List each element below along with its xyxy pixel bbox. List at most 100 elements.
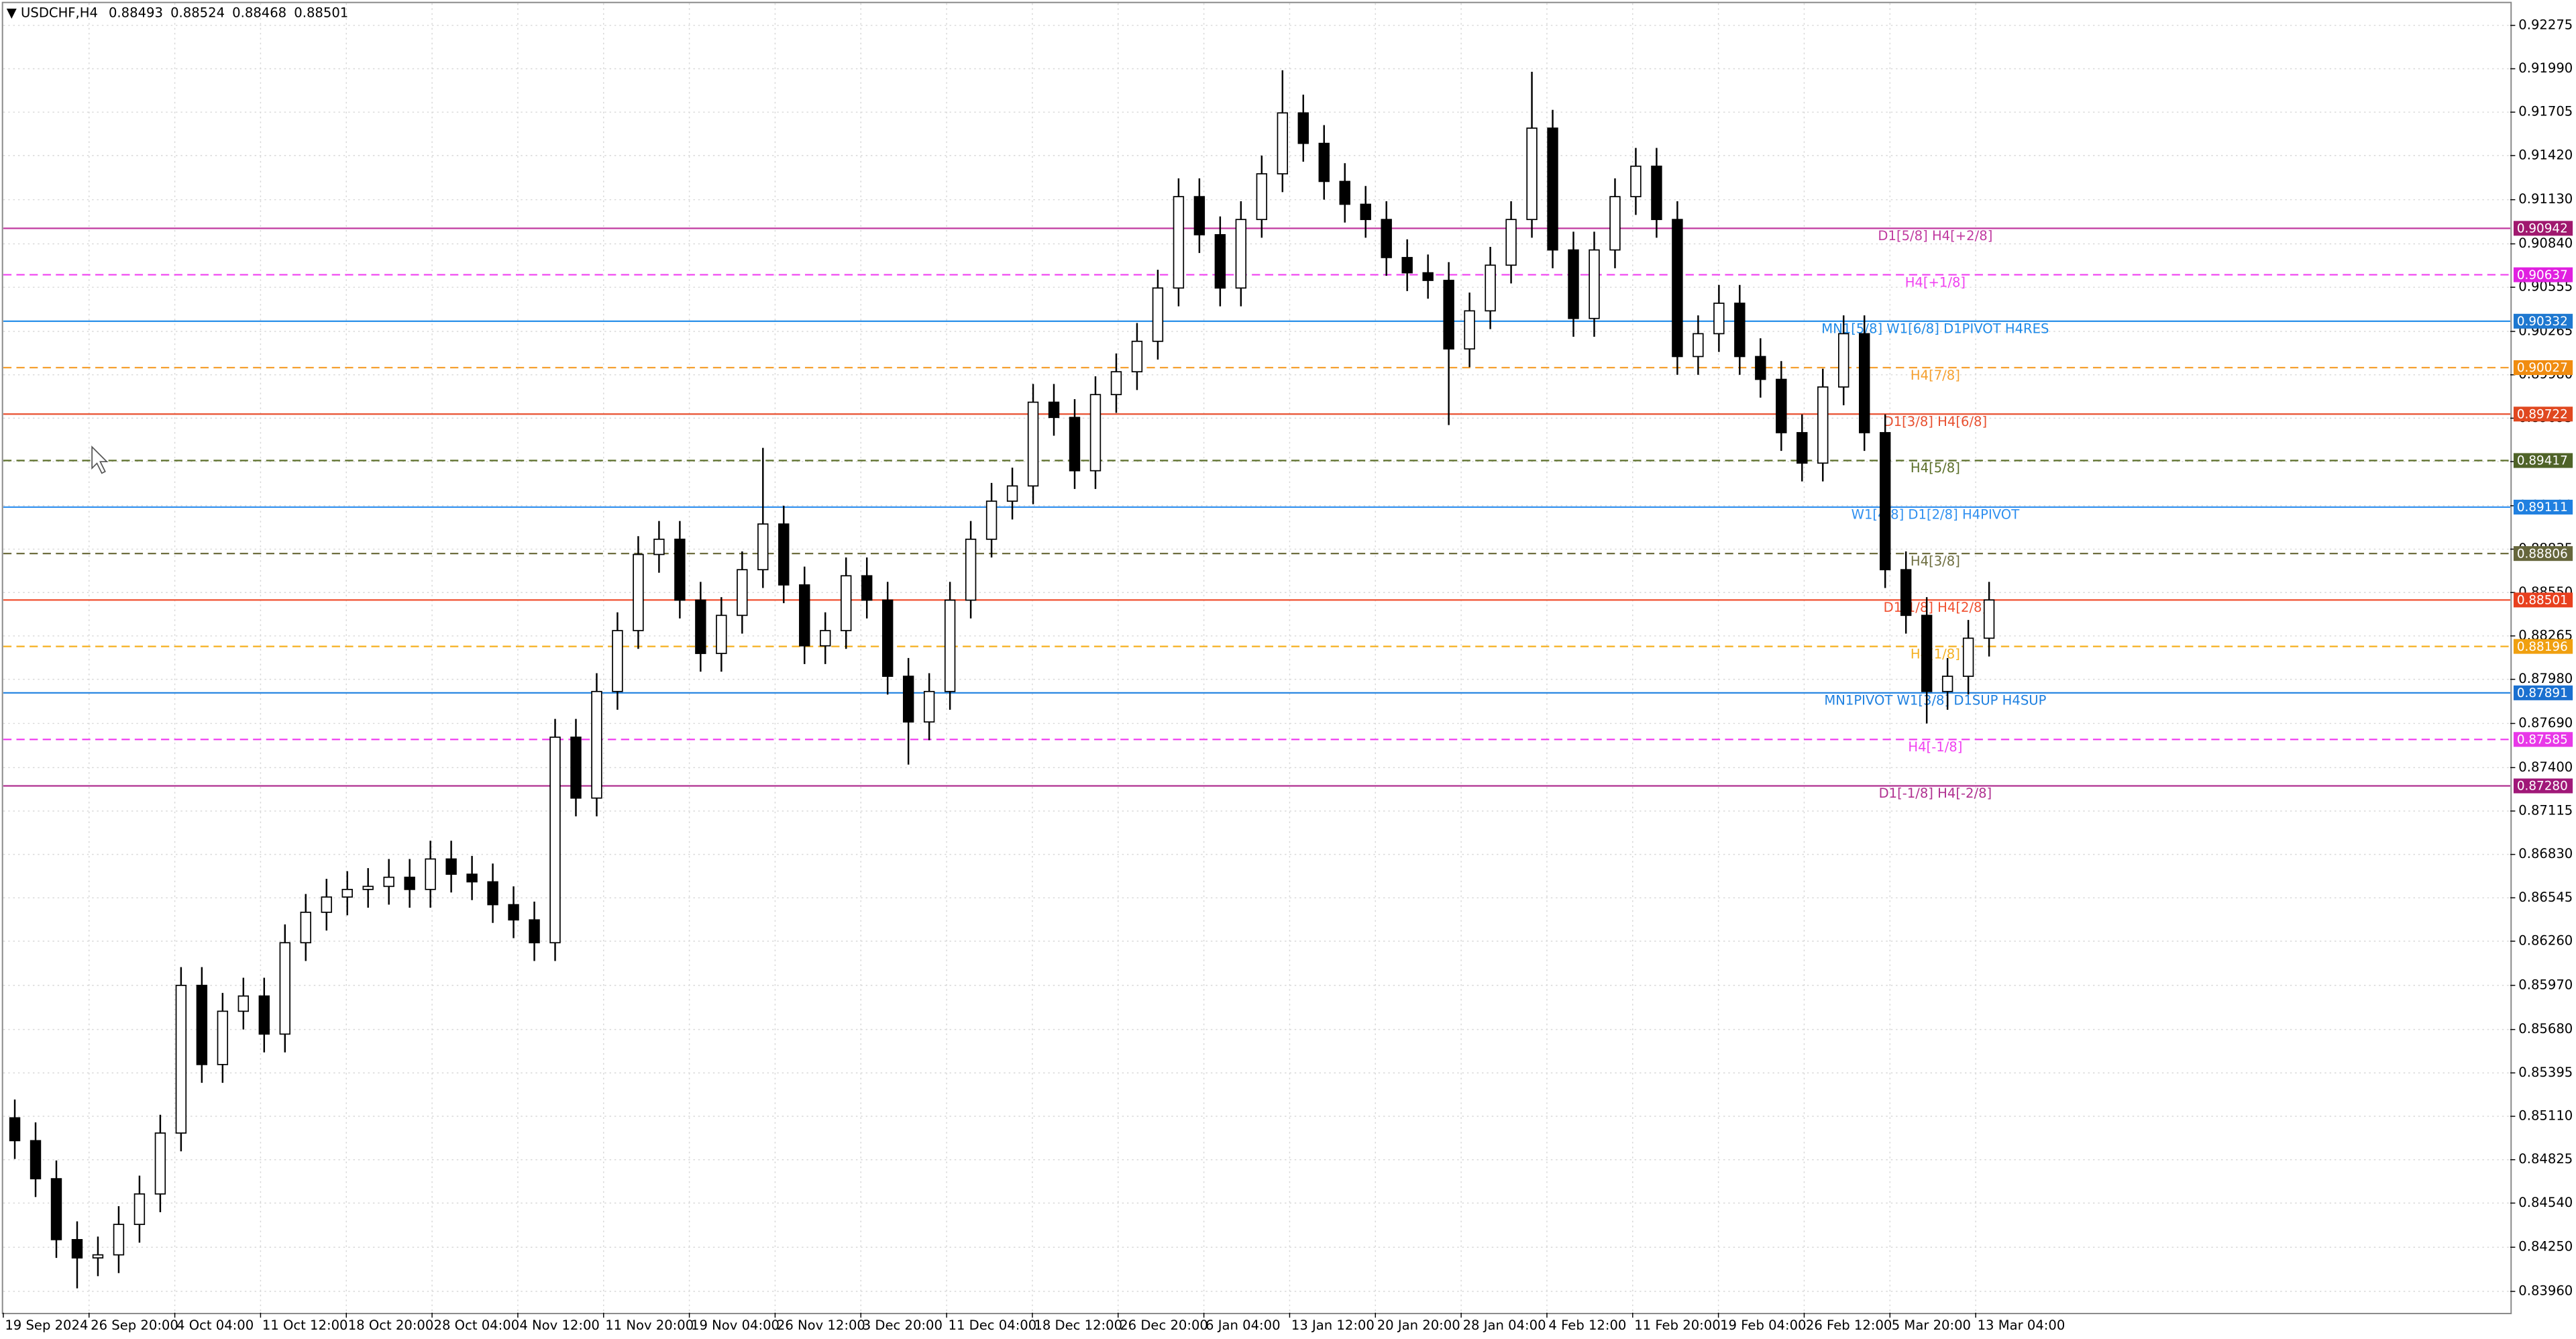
price-tag-label: 0.89111 <box>2517 500 2568 515</box>
grid <box>3 3 2511 1313</box>
level-label: H4[-1/8] <box>1908 739 1962 755</box>
price-tag-label: 0.87280 <box>2517 780 2568 794</box>
candle-body <box>50 1178 62 1240</box>
candle-body <box>1339 180 1350 205</box>
price-tag <box>2513 732 2573 747</box>
candle-body <box>778 523 790 586</box>
y-tick-label: 0.91420 <box>2518 147 2573 162</box>
y-tick-label: 0.84540 <box>2518 1195 2573 1210</box>
price-tag-label: 0.87891 <box>2517 686 2568 700</box>
x-tick-label: 11 Dec 04:00 <box>949 1318 1037 1333</box>
y-tick-label: 0.84250 <box>2518 1239 2573 1254</box>
x-tick-label: 28 Jan 04:00 <box>1463 1318 1546 1333</box>
x-tick-label: 26 Nov 12:00 <box>777 1318 865 1333</box>
y-tick-label: 0.90840 <box>2518 235 2573 251</box>
candle-body <box>881 599 894 677</box>
level-label: H4[+1/8] <box>1905 274 1966 290</box>
y-tick-label: 0.84825 <box>2518 1151 2573 1167</box>
candle-body <box>1089 394 1102 472</box>
candle-body <box>1734 303 1746 358</box>
candle-body <box>841 575 852 631</box>
candle-body <box>279 942 290 1035</box>
candle-body <box>549 737 561 944</box>
level-label: H4[3/8] <box>1911 553 1960 569</box>
candle-body <box>1422 272 1434 281</box>
candle-body <box>1235 219 1247 289</box>
candle-body <box>196 984 208 1065</box>
candle-body <box>508 904 519 921</box>
y-tick-label: 0.85680 <box>2518 1021 2573 1036</box>
candle-body <box>633 553 644 631</box>
level-label: D1[-1/8] H4[-2/8] <box>1879 786 1992 801</box>
x-tick-label: 4 Feb 12:00 <box>1548 1318 1626 1333</box>
candle-body <box>175 984 187 1134</box>
candle-body <box>1401 257 1413 274</box>
mouse-cursor <box>91 445 109 474</box>
candle-body <box>591 690 602 799</box>
plot-frame <box>1 1 2512 1315</box>
candle-body <box>653 538 665 555</box>
level-label: MN1PIVOT W1[3/8] D1SUP H4SUP <box>1824 693 2046 708</box>
level-label: H4[5/8] <box>1911 460 1960 476</box>
price-tag-label: 0.88501 <box>2517 594 2568 608</box>
candle-body <box>529 919 540 944</box>
x-tick-label: 19 Feb 04:00 <box>1720 1318 1806 1333</box>
candle-body <box>1152 287 1164 342</box>
y-tick-label: 0.87400 <box>2518 759 2573 775</box>
candle-body <box>1381 219 1392 258</box>
price-tag-label: 0.89417 <box>2517 454 2568 468</box>
candle-body <box>1713 303 1725 335</box>
price-tag <box>2513 546 2573 561</box>
candle-body <box>1318 142 1330 182</box>
candle-body <box>1859 333 1870 433</box>
candle-body <box>154 1132 166 1195</box>
candle-body <box>1443 280 1454 350</box>
candle-body <box>1776 378 1787 433</box>
price-tag <box>2513 778 2573 794</box>
x-tick-label: 18 Dec 12:00 <box>1034 1318 1122 1333</box>
candle-body <box>9 1117 21 1142</box>
candle-body <box>902 676 914 723</box>
candle-body <box>1277 112 1289 174</box>
candle-body <box>716 614 727 654</box>
candle-body <box>737 569 748 617</box>
candle-body <box>1110 371 1122 396</box>
candle-body <box>985 500 998 540</box>
candle-body <box>237 995 250 1012</box>
price-tag-label: 0.89722 <box>2517 407 2568 421</box>
candle-body <box>1006 485 1018 502</box>
level-label: D1[3/8] H4[6/8] <box>1884 414 1988 429</box>
y-tick-label: 0.87980 <box>2518 671 2573 686</box>
x-tick-label: 5 Mar 20:00 <box>1892 1318 1971 1333</box>
level-label: D1[1/8] H4[2/8] <box>1884 600 1988 615</box>
price-tag <box>2513 592 2573 608</box>
price-tag <box>2513 453 2573 468</box>
candle-body <box>1651 165 1662 221</box>
candle-body <box>362 886 374 890</box>
x-tick-label: 4 Nov 12:00 <box>519 1318 600 1333</box>
time-axis: 19 Sep 2024 26 Sep 20:004 Oct 04:00 11 Oct… <box>3 1312 2065 1333</box>
price-tag-label: 0.90942 <box>2517 222 2568 236</box>
candle-body <box>944 599 956 692</box>
candle-body <box>1755 356 1766 380</box>
y-tick-label: 0.87690 <box>2518 715 2573 731</box>
y-tick-label: 0.85395 <box>2518 1065 2573 1080</box>
x-tick-label: 4 Oct 04:00 <box>176 1318 254 1333</box>
candle-body <box>217 1010 229 1065</box>
candle-body <box>570 737 582 799</box>
price-tag-label: 0.87585 <box>2517 733 2568 747</box>
price-tags: 0.90942 0.90637 0.90332 0.90027 0.89722 0.894… <box>2513 221 2573 794</box>
price-tag-label: 0.90027 <box>2517 361 2568 375</box>
candle-body <box>425 858 436 890</box>
candle-body <box>1048 401 1060 419</box>
candle-body <box>1193 196 1205 235</box>
price-tag <box>2513 685 2573 700</box>
y-tick-label: 0.91705 <box>2518 104 2573 119</box>
candle-body <box>1173 196 1185 289</box>
candle-body <box>341 888 353 898</box>
candle-body <box>1880 432 1891 571</box>
candle-body <box>1027 401 1039 487</box>
